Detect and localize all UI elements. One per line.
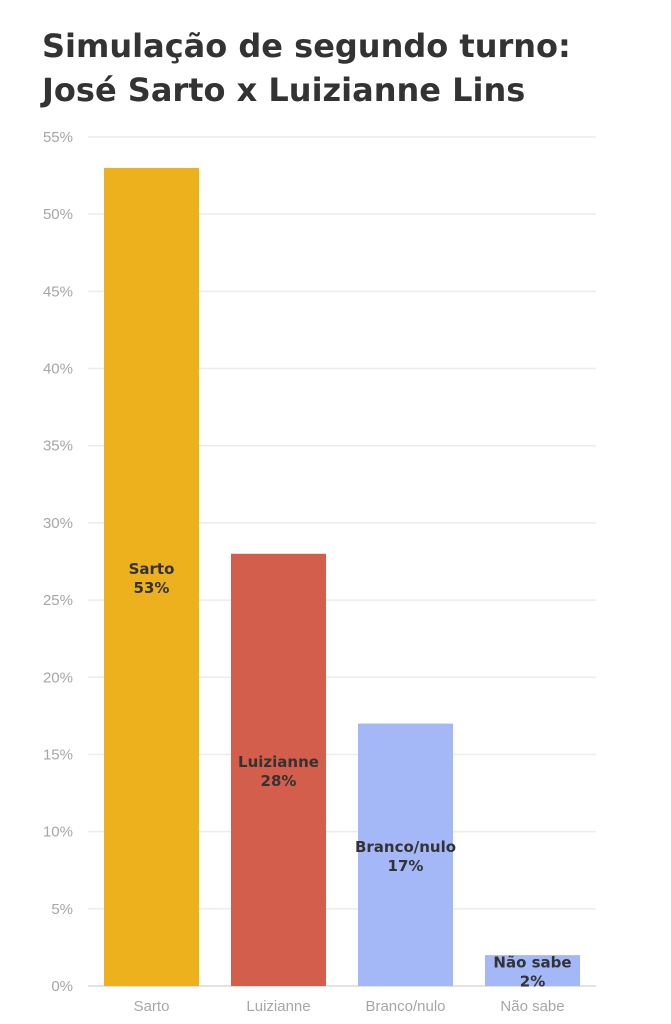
y-tick-label: 35% [43,438,73,455]
bar-label-branco-nulo: Branco/nulo 17% [355,838,456,875]
y-tick-label: 25% [43,592,73,609]
y-tick-label: 20% [43,669,73,686]
bar-label-sarto: Sarto 53% [129,560,175,597]
bar-luizianne [231,553,326,986]
y-tick-label: 30% [43,515,73,532]
y-tick-label: 55% [43,129,73,146]
y-tick-label: 50% [43,206,73,223]
x-tick-label: Luizianne [246,998,310,1015]
bar-nao-sabe [485,955,580,986]
x-tick-label: Não sabe [500,998,564,1015]
y-tick-label: 15% [43,746,73,763]
bar-branco-nulo [358,723,453,986]
y-tick-label: 0% [51,978,73,995]
y-tick-label: 40% [43,361,73,378]
bars: Sarto 53% Luizianne 28% Branco/nulo 17% Não sa… [104,167,580,991]
bar-label-nao-sabe: Não sabe 2% [493,954,571,991]
x-axis-ticks: Sarto Luizianne Branco/nulo Não sabe [134,998,565,1015]
y-tick-label: 10% [43,824,73,841]
y-tick-label: 5% [51,901,73,918]
y-axis-ticks: 0% 5% 10% 15% 20% 25% 30% 35% 40% 45% 50% 55% [43,129,73,995]
x-tick-label: Sarto [134,998,170,1015]
chart-title: Simulação de segundo turno: José Sarto x… [42,27,571,109]
bar-label-luizianne: Luizianne 28% [238,753,319,790]
y-tick-label: 45% [43,283,73,300]
bar-sarto [104,167,199,986]
x-tick-label: Branco/nulo [365,998,445,1015]
